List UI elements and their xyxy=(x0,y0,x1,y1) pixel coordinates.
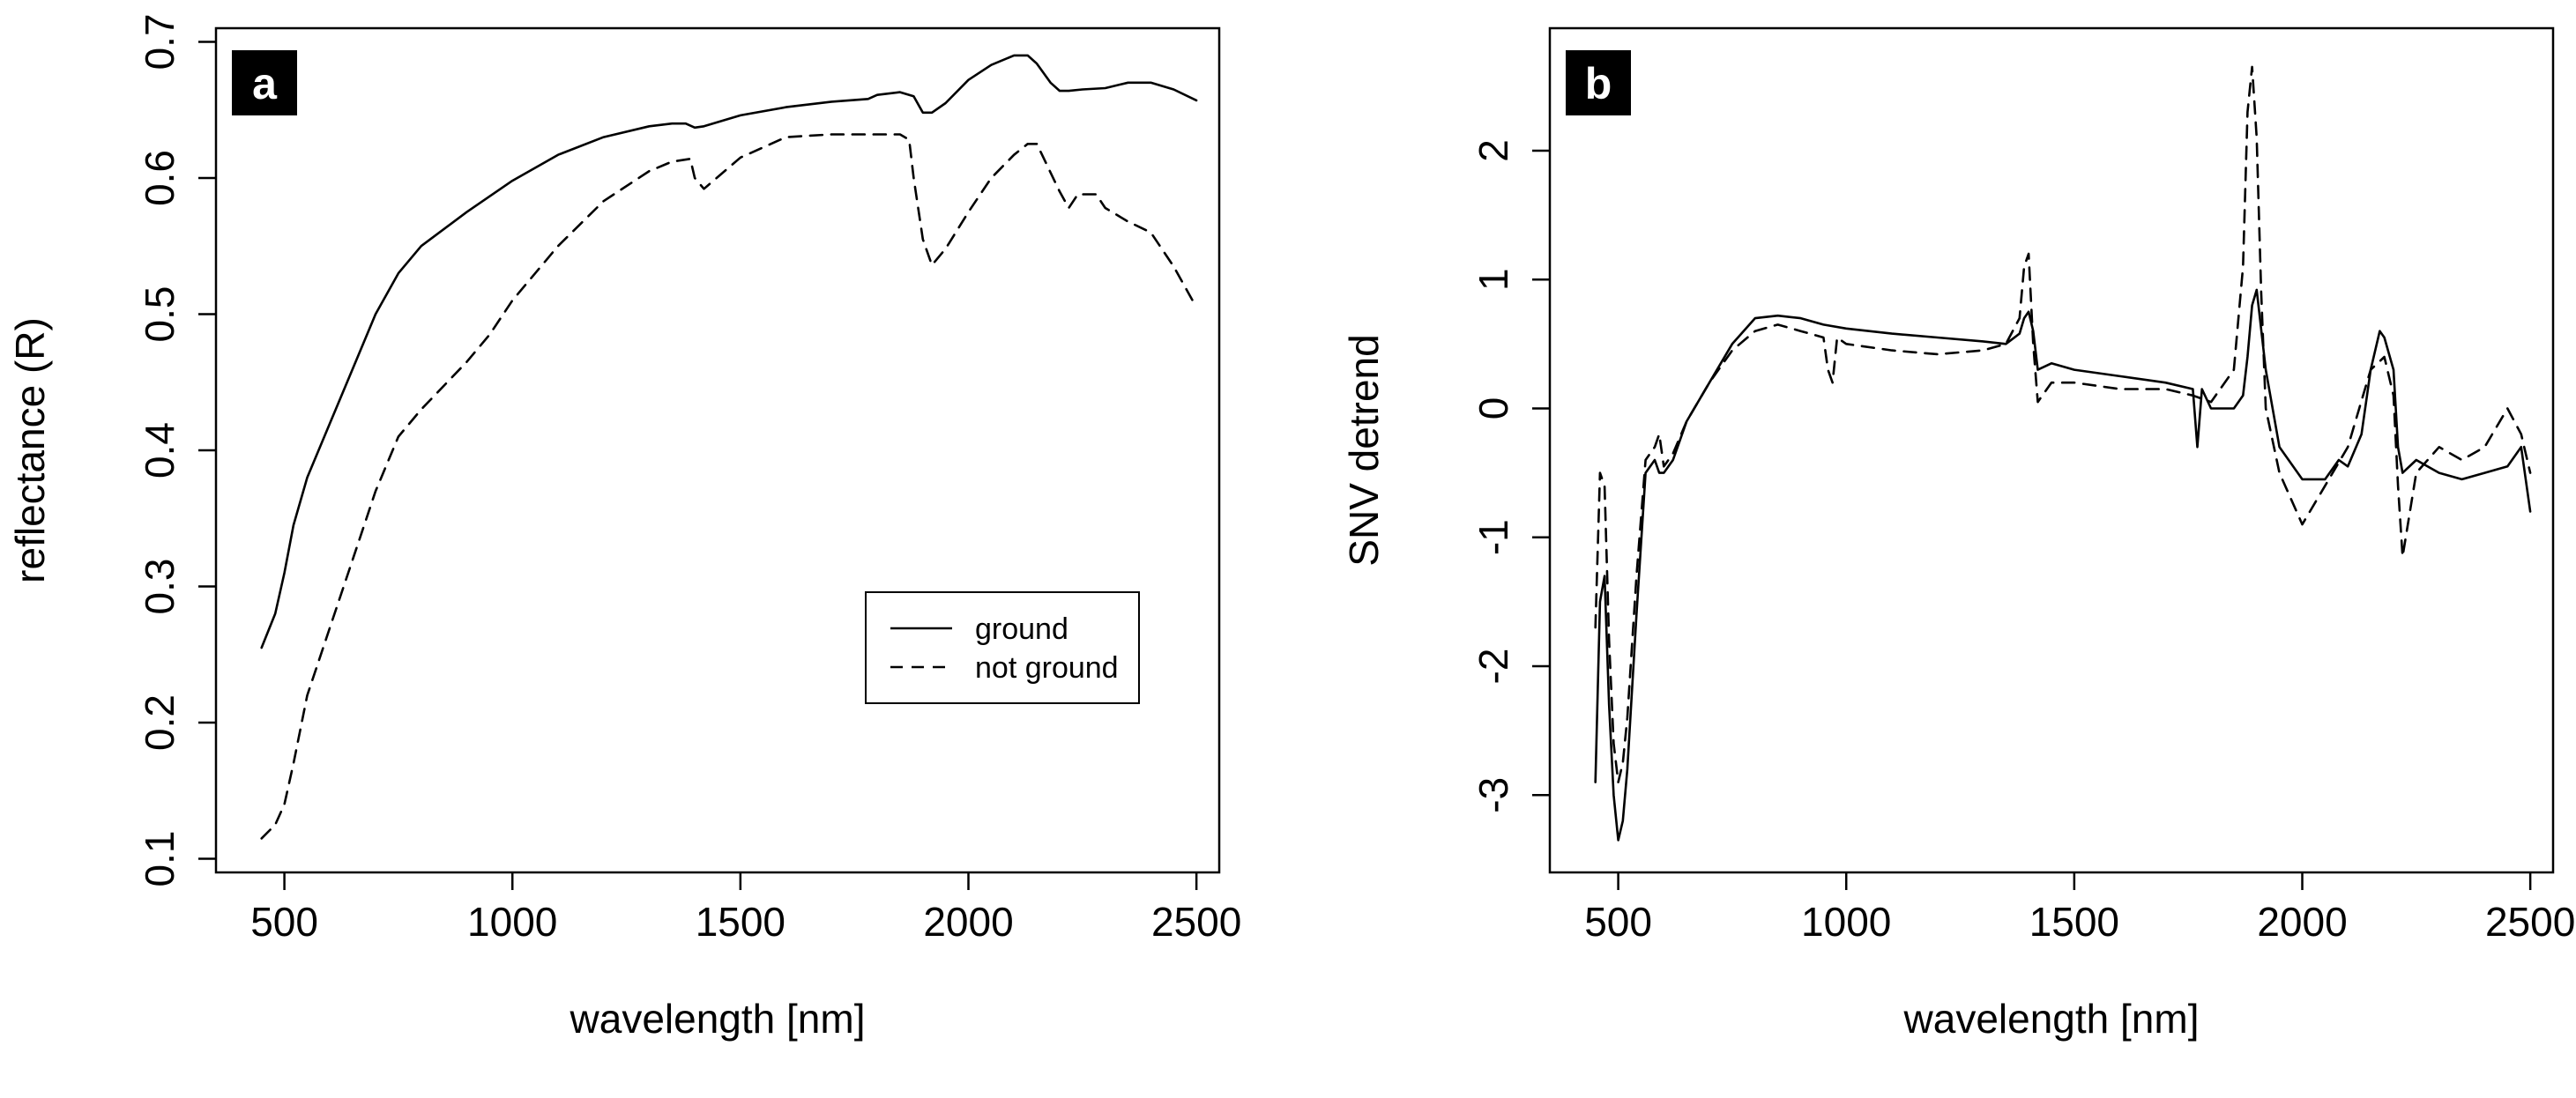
series-ground-line xyxy=(1594,288,2532,842)
panel-b-y-axis: -3 -2 -1 0 1 2 xyxy=(1470,139,1550,813)
x-tick-label: 1500 xyxy=(696,899,785,945)
panel-b-letter-box xyxy=(1566,50,1631,115)
panel-a-x-axis-title: wavelength [nm] xyxy=(570,996,866,1042)
y-tick-label: -3 xyxy=(1470,777,1516,813)
panel-a-legend: ground not ground xyxy=(865,591,1140,704)
panel-b-x-axis-title: wavelength [nm] xyxy=(1903,996,2200,1042)
panel-b-plot-frame xyxy=(1548,26,2555,874)
panel-a-letter: a xyxy=(252,59,278,108)
y-tick-label: 0.3 xyxy=(137,559,182,615)
y-tick-label: 0.7 xyxy=(137,13,182,70)
y-tick-label: -2 xyxy=(1470,649,1516,685)
legend-not-ground-label: not ground xyxy=(975,651,1119,685)
x-tick-label: 500 xyxy=(1584,899,1652,945)
panel-b-y-axis-title: SNV detrend xyxy=(1341,334,1387,566)
y-tick-label: -1 xyxy=(1470,519,1516,555)
x-tick-label: 2500 xyxy=(2485,899,2575,945)
panel-a: a 500 1000 1500 2000 2500 0.1 0.2 0.3 0.4 0.5 0.6… xyxy=(7,13,1241,1042)
legend-ground-label: ground xyxy=(975,612,1068,646)
panel-a-letter-box xyxy=(232,50,297,115)
panel-a-x-axis: 500 1000 1500 2000 2500 xyxy=(250,872,1241,945)
y-tick-label: 0.2 xyxy=(137,694,182,751)
panel-a-y-axis: 0.1 0.2 0.3 0.4 0.5 0.6 0.7 xyxy=(137,13,216,887)
panel-b-letter: b xyxy=(1585,59,1612,108)
x-tick-label: 2000 xyxy=(2257,899,2347,945)
x-tick-label: 1000 xyxy=(1801,899,1891,945)
x-tick-label: 1000 xyxy=(467,899,557,945)
legend-box xyxy=(865,591,1140,704)
x-tick-label: 500 xyxy=(250,899,318,945)
y-tick-label: 0 xyxy=(1470,397,1516,420)
y-tick-label: 0.5 xyxy=(137,286,182,343)
series-ground-line xyxy=(260,54,1198,649)
y-tick-label: 0.1 xyxy=(137,831,182,887)
panel-a-series xyxy=(260,54,1198,840)
series-not-ground-line xyxy=(1594,65,2532,783)
panel-a-y-axis-title: reflectance (R) xyxy=(7,317,53,583)
y-tick-label: 2 xyxy=(1470,139,1516,162)
y-tick-label: 0.4 xyxy=(137,422,182,479)
panel-b-series xyxy=(1594,65,2532,842)
x-tick-label: 2500 xyxy=(1151,899,1241,945)
x-tick-label: 2000 xyxy=(923,899,1013,945)
x-tick-label: 1500 xyxy=(2029,899,2119,945)
panel-b: b 500 1000 1500 2000 2500 -3 -2 -1 0 1 2 waveleng… xyxy=(1341,26,2575,1042)
y-tick-label: 1 xyxy=(1470,268,1516,291)
panel-b-x-axis: 500 1000 1500 2000 2500 xyxy=(1584,872,2575,945)
y-tick-label: 0.6 xyxy=(137,150,182,206)
